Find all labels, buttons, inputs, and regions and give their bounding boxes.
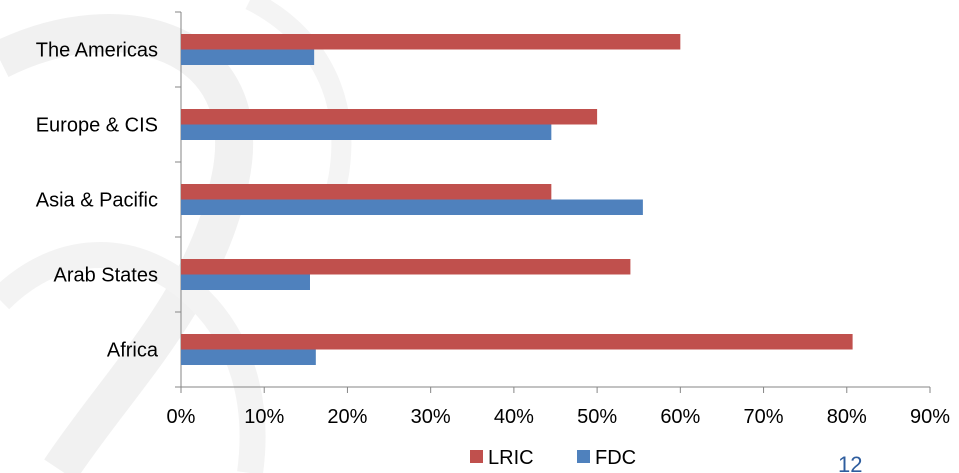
bar-fdc (181, 49, 315, 65)
axis-layer (175, 11, 931, 393)
x-tick-label: 10% (244, 406, 284, 428)
bar-fdc (181, 124, 552, 140)
legend: LRIC FDC (470, 447, 636, 469)
x-tick-label: 70% (744, 406, 784, 428)
legend-label-lric: LRIC (488, 447, 534, 469)
category-label: Europe & CIS (36, 115, 158, 137)
x-tick-label: 30% (411, 406, 451, 428)
category-label: Asia & Pacific (36, 190, 158, 212)
category-label: Africa (107, 340, 159, 362)
bar-fdc (181, 349, 316, 365)
x-tick-label: 60% (660, 406, 700, 428)
legend-label-fdc: FDC (595, 447, 636, 469)
bar-lric (181, 109, 598, 125)
x-tick-label: 50% (577, 406, 617, 428)
labels-layer: 0% 10% 20% 30% 40% 50% 60% 70% 80% 90% The America… (36, 40, 951, 429)
bars-layer (181, 34, 853, 365)
bar-lric (181, 184, 552, 200)
bar-lric (181, 259, 631, 275)
x-tick-label: 0% (167, 406, 196, 428)
x-tick-label: 90% (910, 406, 950, 428)
bar-lric (181, 34, 681, 50)
category-label: Arab States (53, 265, 158, 287)
page-number: 12 (838, 452, 863, 473)
bar-fdc (181, 274, 310, 290)
x-tick-label: 40% (494, 406, 534, 428)
bar-fdc (181, 199, 643, 215)
legend-swatch-lric (470, 450, 483, 463)
category-label: The Americas (36, 40, 158, 62)
bar-lric (181, 334, 853, 350)
legend-swatch-fdc (577, 450, 590, 463)
x-tick-label: 20% (327, 406, 367, 428)
x-tick-label: 80% (827, 406, 867, 428)
